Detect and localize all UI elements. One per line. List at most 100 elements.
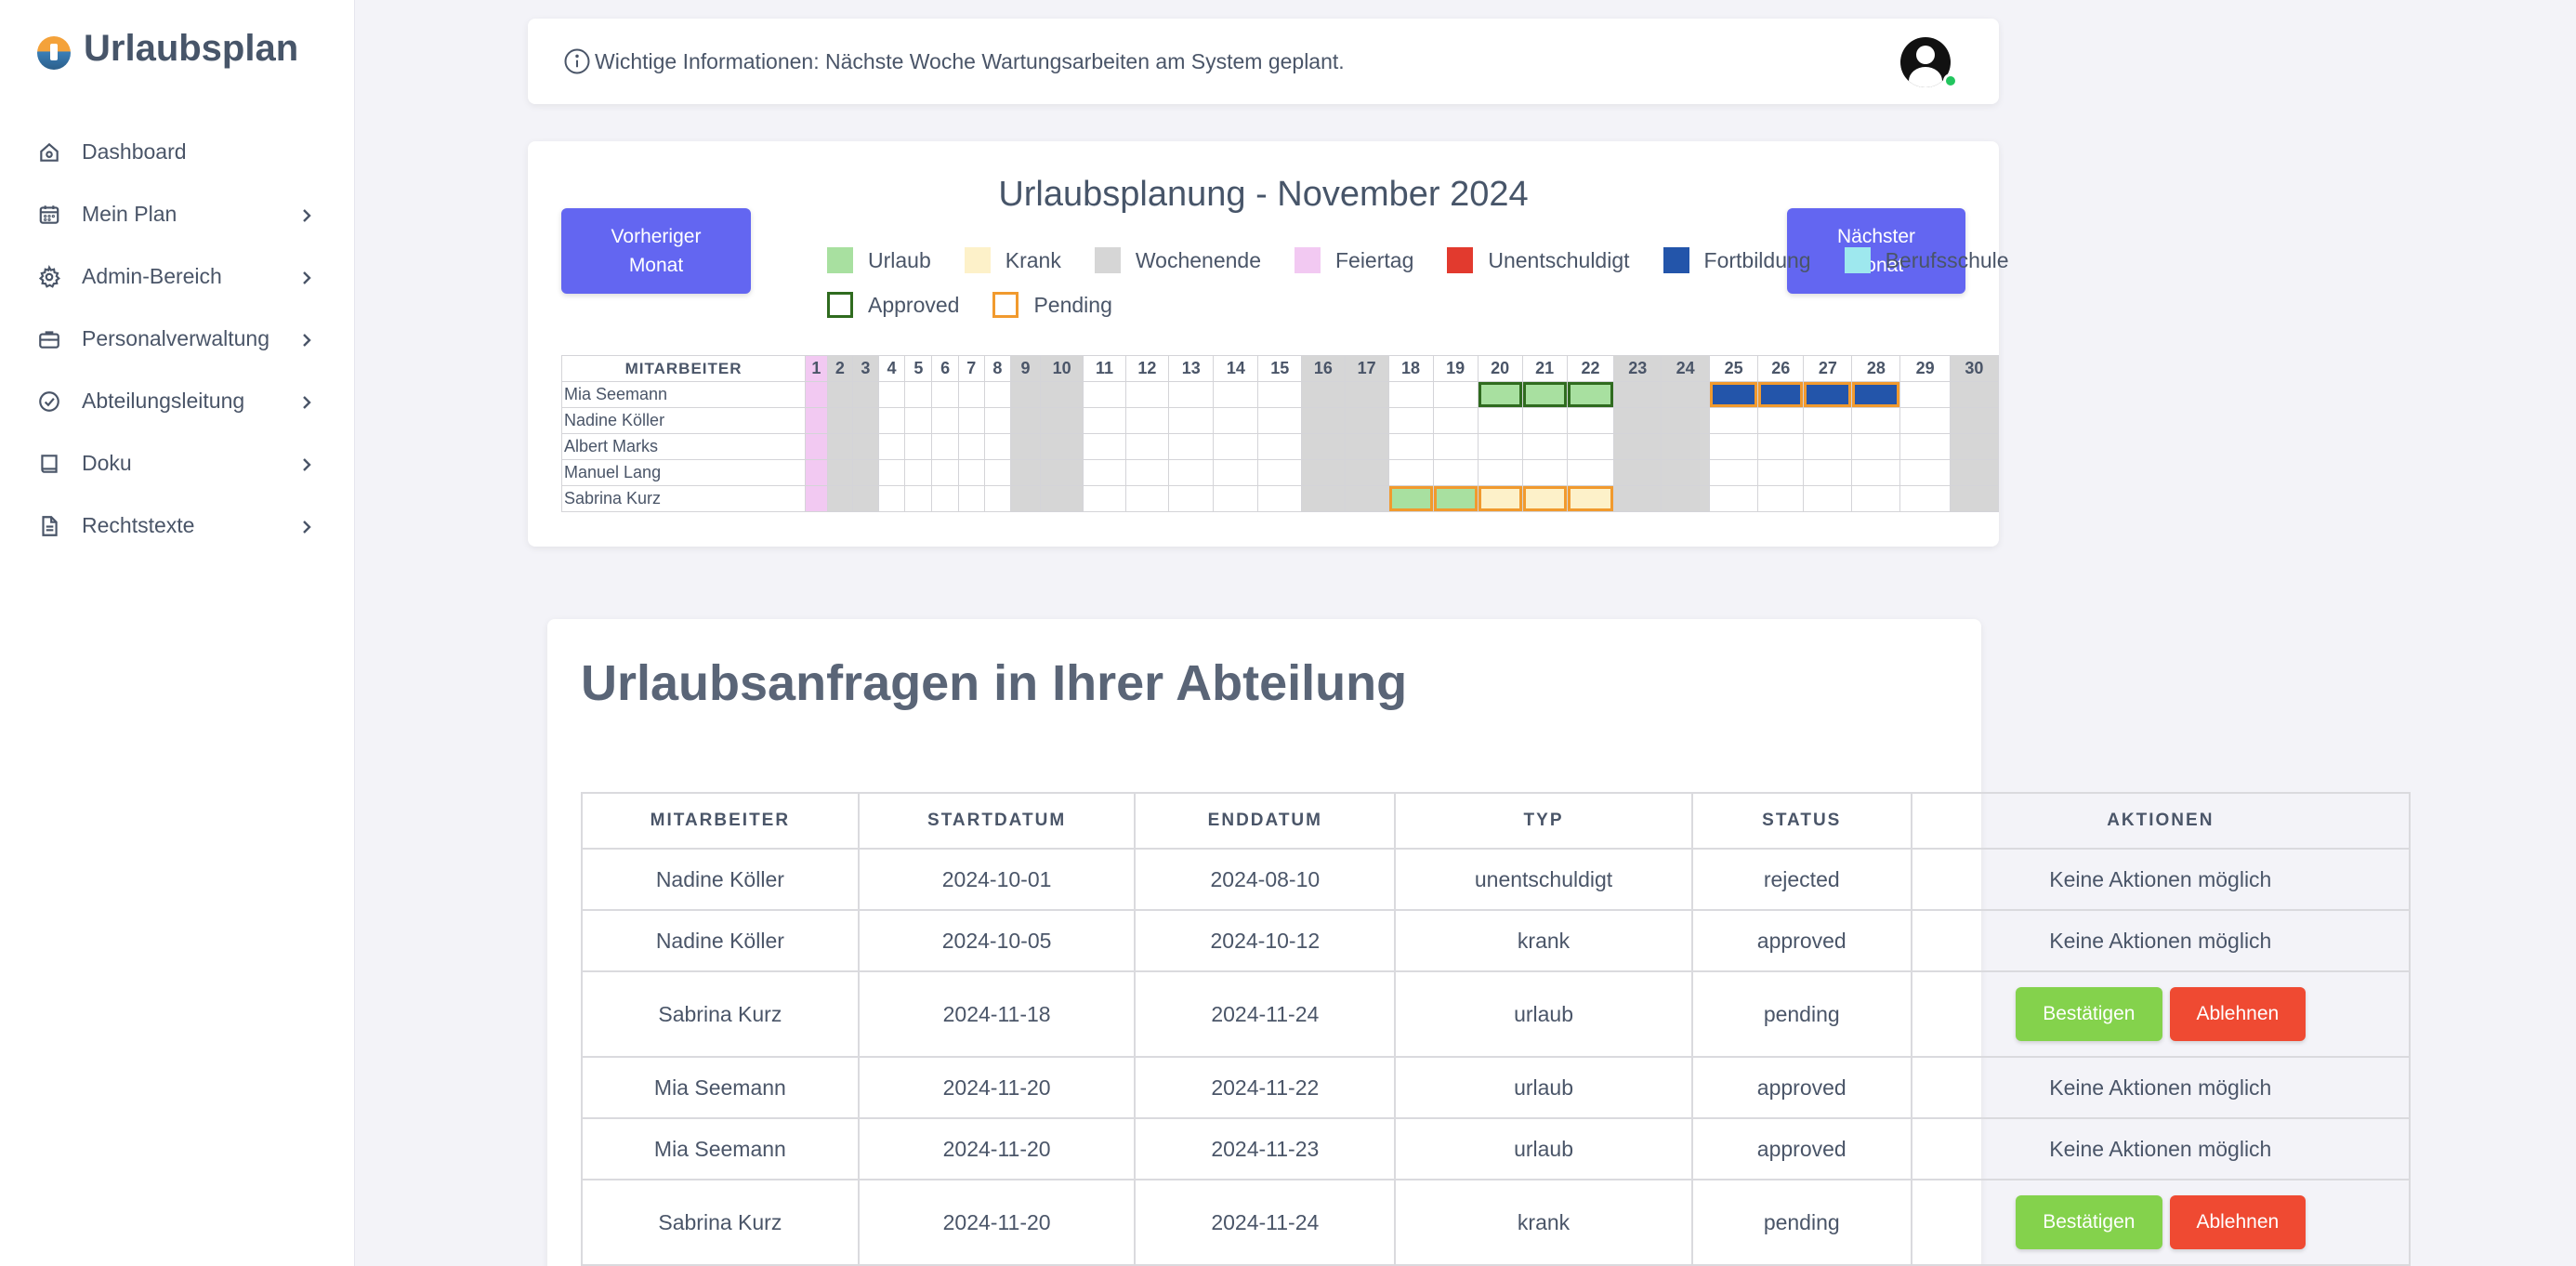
day-cell[interactable]	[1301, 459, 1346, 486]
sidebar-item-mein-plan[interactable]: Mein Plan	[37, 183, 316, 245]
sidebar-item-abteilungsleitung[interactable]: Abteilungsleitung	[37, 370, 316, 432]
day-cell[interactable]	[1344, 485, 1389, 512]
day-cell[interactable]	[1949, 381, 2000, 408]
day-cell[interactable]	[1566, 381, 1615, 408]
sidebar-item-admin-bereich[interactable]: Admin-Bereich	[37, 245, 316, 308]
day-cell[interactable]	[1083, 407, 1126, 434]
day-cell[interactable]	[1899, 459, 1951, 486]
day-cell[interactable]	[1803, 459, 1853, 486]
day-cell[interactable]	[1949, 485, 2000, 512]
day-cell[interactable]	[826, 407, 854, 434]
day-cell[interactable]	[1566, 485, 1615, 512]
day-cell[interactable]	[1477, 381, 1523, 408]
day-cell[interactable]	[958, 407, 985, 434]
day-cell[interactable]	[805, 433, 828, 460]
day-cell[interactable]	[1010, 433, 1041, 460]
day-cell[interactable]	[1344, 433, 1389, 460]
day-cell[interactable]	[958, 433, 985, 460]
day-cell[interactable]	[1899, 485, 1951, 512]
previous-month-button[interactable]: Vorheriger Monat	[561, 208, 751, 294]
sidebar-item-doku[interactable]: Doku	[37, 432, 316, 495]
day-cell[interactable]	[1010, 485, 1041, 512]
day-cell[interactable]	[826, 459, 854, 486]
day-cell[interactable]	[904, 459, 933, 486]
day-cell[interactable]	[931, 485, 960, 512]
day-cell[interactable]	[1477, 433, 1523, 460]
day-cell[interactable]	[1124, 407, 1170, 434]
day-cell[interactable]	[1301, 407, 1346, 434]
day-cell[interactable]	[904, 381, 933, 408]
day-cell[interactable]	[1010, 459, 1041, 486]
day-cell[interactable]	[1521, 485, 1568, 512]
day-cell[interactable]	[1477, 485, 1523, 512]
brand[interactable]: Urlaubsplan	[37, 28, 298, 70]
day-cell[interactable]	[1213, 407, 1259, 434]
day-cell[interactable]	[852, 381, 879, 408]
day-cell[interactable]	[1661, 407, 1711, 434]
day-cell[interactable]	[1566, 407, 1615, 434]
day-cell[interactable]	[1613, 381, 1663, 408]
day-cell[interactable]	[1851, 407, 1901, 434]
day-cell[interactable]	[1168, 407, 1215, 434]
day-cell[interactable]	[1613, 485, 1663, 512]
reject-button[interactable]: Ablehnen	[2169, 987, 2306, 1041]
day-cell[interactable]	[1213, 381, 1259, 408]
day-cell[interactable]	[1521, 381, 1568, 408]
day-cell[interactable]	[1387, 459, 1434, 486]
day-cell[interactable]	[1477, 459, 1523, 486]
day-cell[interactable]	[805, 407, 828, 434]
day-cell[interactable]	[1257, 381, 1303, 408]
sidebar-item-personalverwaltung[interactable]: Personalverwaltung	[37, 308, 316, 370]
day-cell[interactable]	[931, 459, 960, 486]
day-cell[interactable]	[1010, 381, 1041, 408]
day-cell[interactable]	[983, 433, 1012, 460]
day-cell[interactable]	[1661, 433, 1711, 460]
day-cell[interactable]	[1010, 407, 1041, 434]
day-cell[interactable]	[1521, 433, 1568, 460]
day-cell[interactable]	[1661, 459, 1711, 486]
day-cell[interactable]	[958, 485, 985, 512]
day-cell[interactable]	[1851, 459, 1901, 486]
day-cell[interactable]	[1124, 381, 1170, 408]
confirm-button[interactable]: Bestätigen	[2015, 1195, 2162, 1249]
day-cell[interactable]	[1477, 407, 1523, 434]
day-cell[interactable]	[1613, 459, 1663, 486]
day-cell[interactable]	[1709, 459, 1759, 486]
reject-button[interactable]: Ablehnen	[2169, 1195, 2306, 1249]
day-cell[interactable]	[826, 381, 854, 408]
day-cell[interactable]	[1661, 485, 1711, 512]
day-cell[interactable]	[1387, 433, 1434, 460]
day-cell[interactable]	[852, 459, 879, 486]
sidebar-item-rechtstexte[interactable]: Rechtstexte	[37, 495, 316, 557]
day-cell[interactable]	[1257, 485, 1303, 512]
day-cell[interactable]	[1387, 381, 1434, 408]
day-cell[interactable]	[1083, 485, 1126, 512]
day-cell[interactable]	[1851, 485, 1901, 512]
day-cell[interactable]	[1709, 381, 1759, 408]
day-cell[interactable]	[1168, 459, 1215, 486]
day-cell[interactable]	[877, 433, 906, 460]
day-cell[interactable]	[1213, 459, 1259, 486]
day-cell[interactable]	[1213, 485, 1259, 512]
day-cell[interactable]	[1039, 485, 1084, 512]
day-cell[interactable]	[1803, 485, 1853, 512]
day-cell[interactable]	[805, 381, 828, 408]
day-cell[interactable]	[1709, 407, 1759, 434]
day-cell[interactable]	[1257, 459, 1303, 486]
day-cell[interactable]	[1083, 381, 1126, 408]
day-cell[interactable]	[1432, 381, 1479, 408]
day-cell[interactable]	[852, 407, 879, 434]
day-cell[interactable]	[1803, 407, 1853, 434]
day-cell[interactable]	[1899, 407, 1951, 434]
day-cell[interactable]	[1039, 459, 1084, 486]
day-cell[interactable]	[1899, 381, 1951, 408]
day-cell[interactable]	[877, 381, 906, 408]
day-cell[interactable]	[1521, 407, 1568, 434]
confirm-button[interactable]: Bestätigen	[2015, 987, 2162, 1041]
day-cell[interactable]	[826, 485, 854, 512]
day-cell[interactable]	[805, 485, 828, 512]
day-cell[interactable]	[983, 381, 1012, 408]
day-cell[interactable]	[1851, 381, 1901, 408]
day-cell[interactable]	[1757, 407, 1805, 434]
day-cell[interactable]	[1709, 485, 1759, 512]
